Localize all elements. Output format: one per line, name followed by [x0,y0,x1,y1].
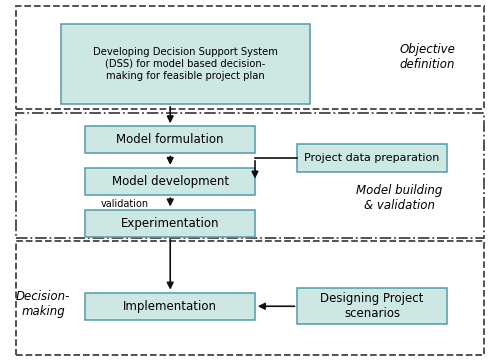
Text: Model development: Model development [112,175,229,188]
Text: validation: validation [100,199,148,209]
Text: Objective
definition: Objective definition [399,43,455,71]
Text: Experimentation: Experimentation [121,217,220,229]
Text: Decision-
making: Decision- making [16,290,70,318]
FancyBboxPatch shape [298,288,447,324]
FancyBboxPatch shape [86,126,255,154]
Text: Implementation: Implementation [123,300,217,313]
Text: Model formulation: Model formulation [116,134,224,146]
FancyBboxPatch shape [60,24,310,104]
Text: Designing Project
scenarios: Designing Project scenarios [320,292,424,320]
FancyBboxPatch shape [86,293,255,320]
FancyBboxPatch shape [298,144,447,172]
Text: Model building
& validation: Model building & validation [356,184,443,212]
Text: Project data preparation: Project data preparation [304,153,440,163]
FancyBboxPatch shape [86,209,255,237]
Text: Developing Decision Support System
(DSS) for model based decision-
making for fe: Developing Decision Support System (DSS)… [92,48,278,81]
FancyBboxPatch shape [86,168,255,195]
